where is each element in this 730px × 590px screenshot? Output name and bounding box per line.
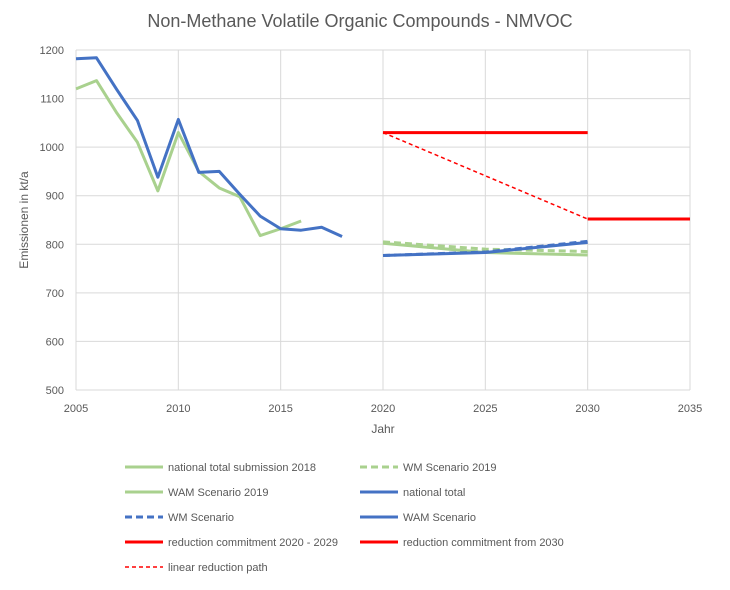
y-tick-label: 1100 xyxy=(40,94,64,106)
series-line-8 xyxy=(382,131,588,220)
y-tick-label: 600 xyxy=(46,336,64,348)
series-lines xyxy=(75,56,691,257)
legend-label: national total submission 2018 xyxy=(168,462,316,474)
tick-labels: 500 600 700 800 900 1000 1100 1200 2005 2010 2015 2… xyxy=(40,45,703,415)
x-tick-label: 2035 xyxy=(678,403,702,415)
series-line-3 xyxy=(75,56,343,238)
y-tick-label: 1000 xyxy=(40,142,64,154)
x-tick-label: 2005 xyxy=(64,403,88,415)
y-tick-label: 500 xyxy=(46,385,64,397)
chart-title: Non-Methane Volatile Organic Compounds -… xyxy=(147,11,572,31)
x-tick-label: 2010 xyxy=(166,403,190,415)
x-tick-label: 2030 xyxy=(575,403,599,415)
y-axis-label: Emissionen in kt/a xyxy=(17,171,31,269)
y-tick-label: 700 xyxy=(46,288,64,300)
legend-label: WAM Scenario 2019 xyxy=(168,487,268,499)
legend-label: national total xyxy=(403,487,465,499)
legend-label: WM Scenario 2019 xyxy=(403,462,497,474)
x-axis-label: Jahr xyxy=(371,422,394,436)
x-tick-label: 2020 xyxy=(371,403,395,415)
y-tick-label: 800 xyxy=(46,239,64,251)
series-line-0 xyxy=(75,79,302,238)
legend: national total submission 2018 WM Scenari… xyxy=(125,462,564,574)
legend-label: WAM Scenario xyxy=(403,512,476,524)
legend-label: linear reduction path xyxy=(168,562,268,574)
y-tick-label: 900 xyxy=(46,191,64,203)
legend-label: reduction commitment from 2030 xyxy=(403,537,564,549)
y-tick-label: 1200 xyxy=(40,45,64,57)
legend-label: WM Scenario xyxy=(168,512,234,524)
x-tick-label: 2015 xyxy=(268,403,292,415)
legend-label: reduction commitment 2020 - 2029 xyxy=(168,537,338,549)
x-tick-label: 2025 xyxy=(473,403,497,415)
